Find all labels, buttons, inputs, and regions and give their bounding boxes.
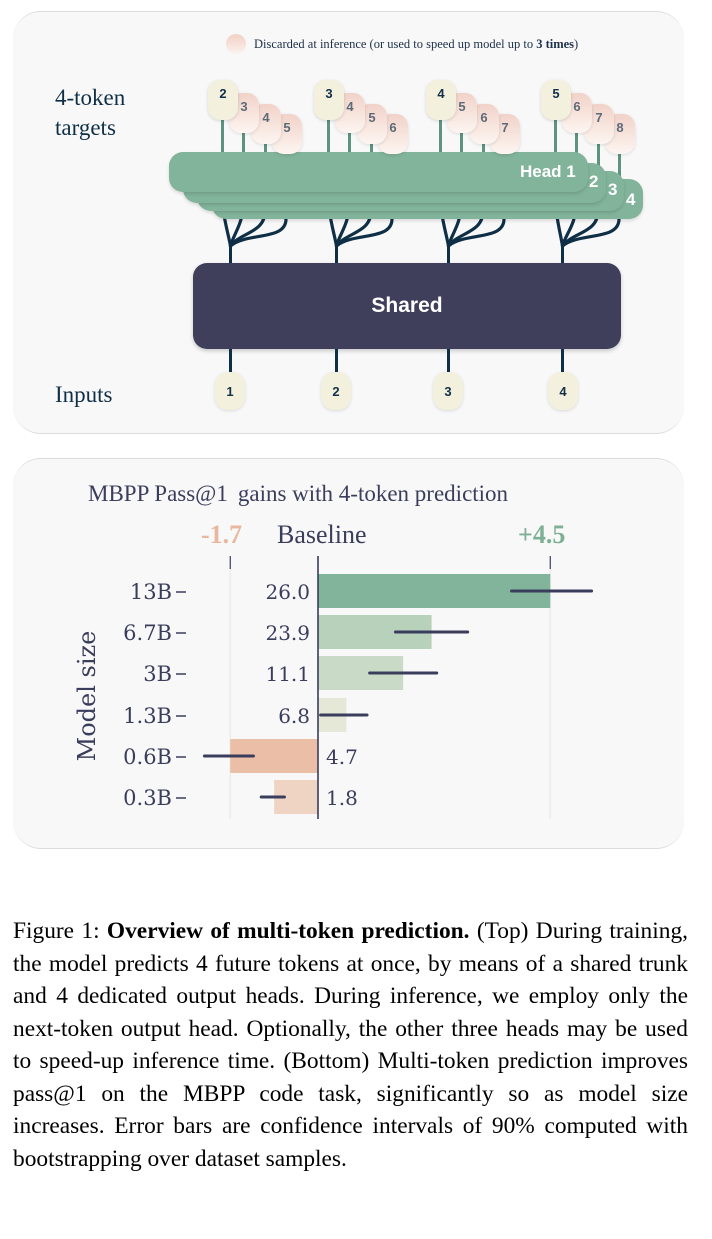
trunk-wire-4 xyxy=(561,244,564,264)
figure-caption: Figure 1: Overview of multi-token predic… xyxy=(13,915,688,1175)
baseline-value-label: 26.0 xyxy=(265,580,310,604)
head-branch xyxy=(560,217,621,248)
head-4-label: 4 xyxy=(626,190,636,209)
baseline-value-label: 23.9 xyxy=(265,621,310,645)
head-1 xyxy=(169,152,588,192)
head-branch xyxy=(446,217,506,248)
target-wire xyxy=(327,116,330,152)
legend-text: Discarded at inference (or used to speed… xyxy=(254,36,579,51)
category-label: 0.6B xyxy=(123,745,172,769)
trunk-wire-1 xyxy=(229,244,232,264)
head-3-label: 3 xyxy=(608,180,618,199)
caption-text: (Top) During training, the model predict… xyxy=(13,918,688,1172)
discarded-token-swatch xyxy=(226,34,246,54)
trunk-wire-3 xyxy=(447,244,450,264)
input-token: 1 xyxy=(215,372,245,410)
category-label: 0.3B xyxy=(123,786,172,810)
target-wire xyxy=(348,129,351,163)
input-wire-1 xyxy=(229,349,232,372)
target-wire xyxy=(597,140,600,171)
baseline-value-label: 11.1 xyxy=(265,662,310,686)
target-wire xyxy=(554,116,557,152)
legend: Discarded at inference (or used to speed… xyxy=(226,34,578,54)
input-token: 3 xyxy=(433,372,463,410)
targets-label: 4-token targets xyxy=(55,85,126,140)
target-token: 3 xyxy=(314,80,344,120)
target-token: 4 xyxy=(426,80,456,120)
input-token: 2 xyxy=(321,372,351,410)
trunk-wire-2 xyxy=(335,244,338,264)
target-wire xyxy=(460,129,463,163)
caption-title: Overview of multi-token prediction. xyxy=(106,918,470,944)
chart-panel xyxy=(13,458,684,849)
y-axis-label: Model size xyxy=(73,631,101,762)
head-2-label: 2 xyxy=(589,172,599,191)
baseline-value-label: 6.8 xyxy=(278,704,310,728)
target-token: 5 xyxy=(541,80,571,120)
input-token: 4 xyxy=(548,372,578,410)
head-branch xyxy=(334,217,394,248)
category-label: 1.3B xyxy=(123,704,172,728)
category-label: 3B xyxy=(143,662,172,686)
target-wire xyxy=(618,150,621,179)
input-wire-2 xyxy=(335,349,338,372)
category-label: 6.7B xyxy=(123,621,172,645)
max-gain-label: +4.5 xyxy=(518,520,566,549)
inputs-label: Inputs xyxy=(55,382,113,407)
branch-wires xyxy=(220,190,621,248)
shared-label: Shared xyxy=(371,294,443,317)
head-1-label: Head 1 xyxy=(520,162,576,181)
baseline-value-label: 4.7 xyxy=(326,745,358,769)
caption-prefix: Figure 1: xyxy=(13,918,107,944)
input-wire-3 xyxy=(447,349,450,372)
target-wire xyxy=(221,116,224,152)
target-wire xyxy=(439,116,442,152)
gains-chart: 13B 26.0 6.7B 23.9 3B 11.1 1.3B 6.8 0.6B 4.7 0.3B 1… xyxy=(73,556,594,819)
target-wire xyxy=(242,129,245,163)
category-label: 13B xyxy=(130,580,172,604)
target-wire xyxy=(575,129,578,163)
min-gain-label: -1.7 xyxy=(201,520,243,549)
shared-trunk: Shared xyxy=(193,263,621,349)
head-branch xyxy=(228,217,288,248)
input-wire-4 xyxy=(561,349,564,372)
baseline-label: Baseline xyxy=(277,520,367,549)
chart-title: MBPP Pass@1 gains with 4-token prediction xyxy=(88,481,509,506)
target-token: 2 xyxy=(208,80,238,120)
baseline-value-label: 1.8 xyxy=(326,786,358,810)
